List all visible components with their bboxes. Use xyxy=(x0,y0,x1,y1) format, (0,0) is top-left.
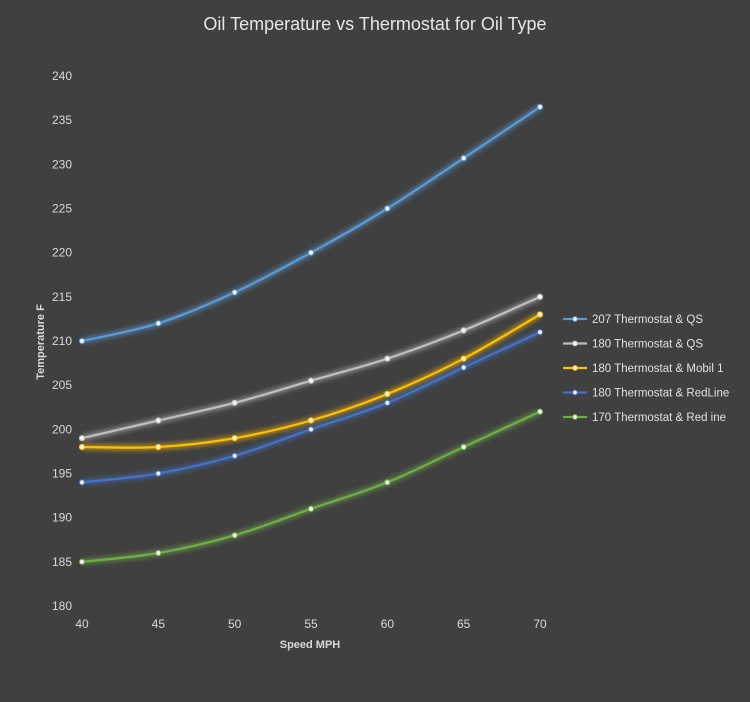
data-point xyxy=(307,249,315,256)
series-group xyxy=(78,103,544,565)
data-point xyxy=(155,443,162,451)
y-axis-title: Temperature F xyxy=(35,304,47,380)
y-tick-label: 205 xyxy=(52,378,72,392)
data-point xyxy=(384,399,391,406)
series-glow xyxy=(81,408,542,565)
y-tick-label: 200 xyxy=(52,422,72,436)
series-glow xyxy=(81,104,542,344)
data-point xyxy=(307,426,315,433)
data-point xyxy=(78,337,86,345)
data-point xyxy=(78,558,86,565)
y-tick-label: 220 xyxy=(52,246,72,260)
data-point xyxy=(536,408,544,415)
legend-label: 180 Thermostat & Mobil 1 xyxy=(592,363,723,375)
data-point xyxy=(384,355,391,362)
data-point xyxy=(460,355,467,362)
y-tick-label: 180 xyxy=(52,599,72,613)
legend-marker xyxy=(572,316,578,322)
legend-item: 170 Thermostat & Red ine xyxy=(563,412,726,424)
legend-marker xyxy=(572,389,578,396)
y-tick-label: 185 xyxy=(52,555,72,569)
y-tick-label: 235 xyxy=(52,113,72,127)
series-line xyxy=(81,106,541,343)
legend: 207 Thermostat & QS 180 Thermostat & QS 18… xyxy=(563,314,729,424)
data-point xyxy=(307,377,315,384)
x-axis-title: Speed MPH xyxy=(280,639,341,651)
y-tick-label: 240 xyxy=(52,69,72,83)
y-tick-label: 215 xyxy=(52,290,72,304)
data-point xyxy=(460,327,467,334)
data-point xyxy=(536,103,544,111)
data-point xyxy=(231,452,238,459)
x-tick-label: 70 xyxy=(533,617,547,631)
data-point xyxy=(384,205,391,212)
data-point xyxy=(78,443,86,451)
chart-title: Oil Temperature vs Thermostat for Oil Ty… xyxy=(203,14,546,34)
legend-label: 170 Thermostat & Red ine xyxy=(592,412,726,424)
data-point xyxy=(307,417,315,424)
x-tick-label: 45 xyxy=(152,617,166,631)
x-tick-label: 65 xyxy=(457,617,471,631)
y-tick-label: 190 xyxy=(52,511,72,525)
y-tick-label: 195 xyxy=(52,467,72,481)
data-point xyxy=(460,364,467,371)
data-point xyxy=(78,479,86,486)
series-line xyxy=(81,410,541,563)
data-point xyxy=(155,549,162,557)
legend-marker xyxy=(572,414,578,420)
data-point xyxy=(155,320,162,327)
legend-item: 180 Thermostat & QS xyxy=(563,339,703,351)
x-tick-label: 40 xyxy=(75,617,89,631)
data-point xyxy=(536,293,544,300)
y-tick-label: 210 xyxy=(52,334,72,348)
y-tick-label: 225 xyxy=(52,202,72,216)
axes: 180 185 190 195 200 205 210 215 220 225 230 235 240 4… xyxy=(52,69,547,631)
data-point xyxy=(231,435,238,442)
data-point xyxy=(78,435,86,442)
legend-item: 207 Thermostat & QS xyxy=(563,314,703,326)
series-glow xyxy=(81,294,542,442)
legend-item: 180 Thermostat & Mobil 1 xyxy=(563,363,723,375)
data-point xyxy=(460,443,467,451)
data-point xyxy=(155,417,162,424)
legend-label: 180 Thermostat & RedLine xyxy=(592,388,729,400)
legend-marker xyxy=(572,340,578,347)
data-point xyxy=(231,399,238,406)
x-tick-label: 55 xyxy=(304,617,318,631)
data-point xyxy=(536,311,544,318)
y-tick-label: 230 xyxy=(52,157,72,171)
legend-item: 180 Thermostat & RedLine xyxy=(563,388,729,400)
x-tick-label: 60 xyxy=(381,617,395,631)
data-point xyxy=(536,329,544,336)
legend-label: 207 Thermostat & QS xyxy=(592,314,703,326)
legend-label: 180 Thermostat & QS xyxy=(592,339,703,351)
data-point xyxy=(155,470,162,477)
data-point xyxy=(231,532,238,539)
data-point xyxy=(231,289,238,296)
data-point xyxy=(384,479,391,486)
series-line xyxy=(81,295,541,440)
data-point xyxy=(307,505,315,512)
x-tick-label: 50 xyxy=(228,617,242,631)
data-point xyxy=(460,155,467,162)
legend-marker xyxy=(572,365,578,371)
data-point xyxy=(384,390,391,398)
